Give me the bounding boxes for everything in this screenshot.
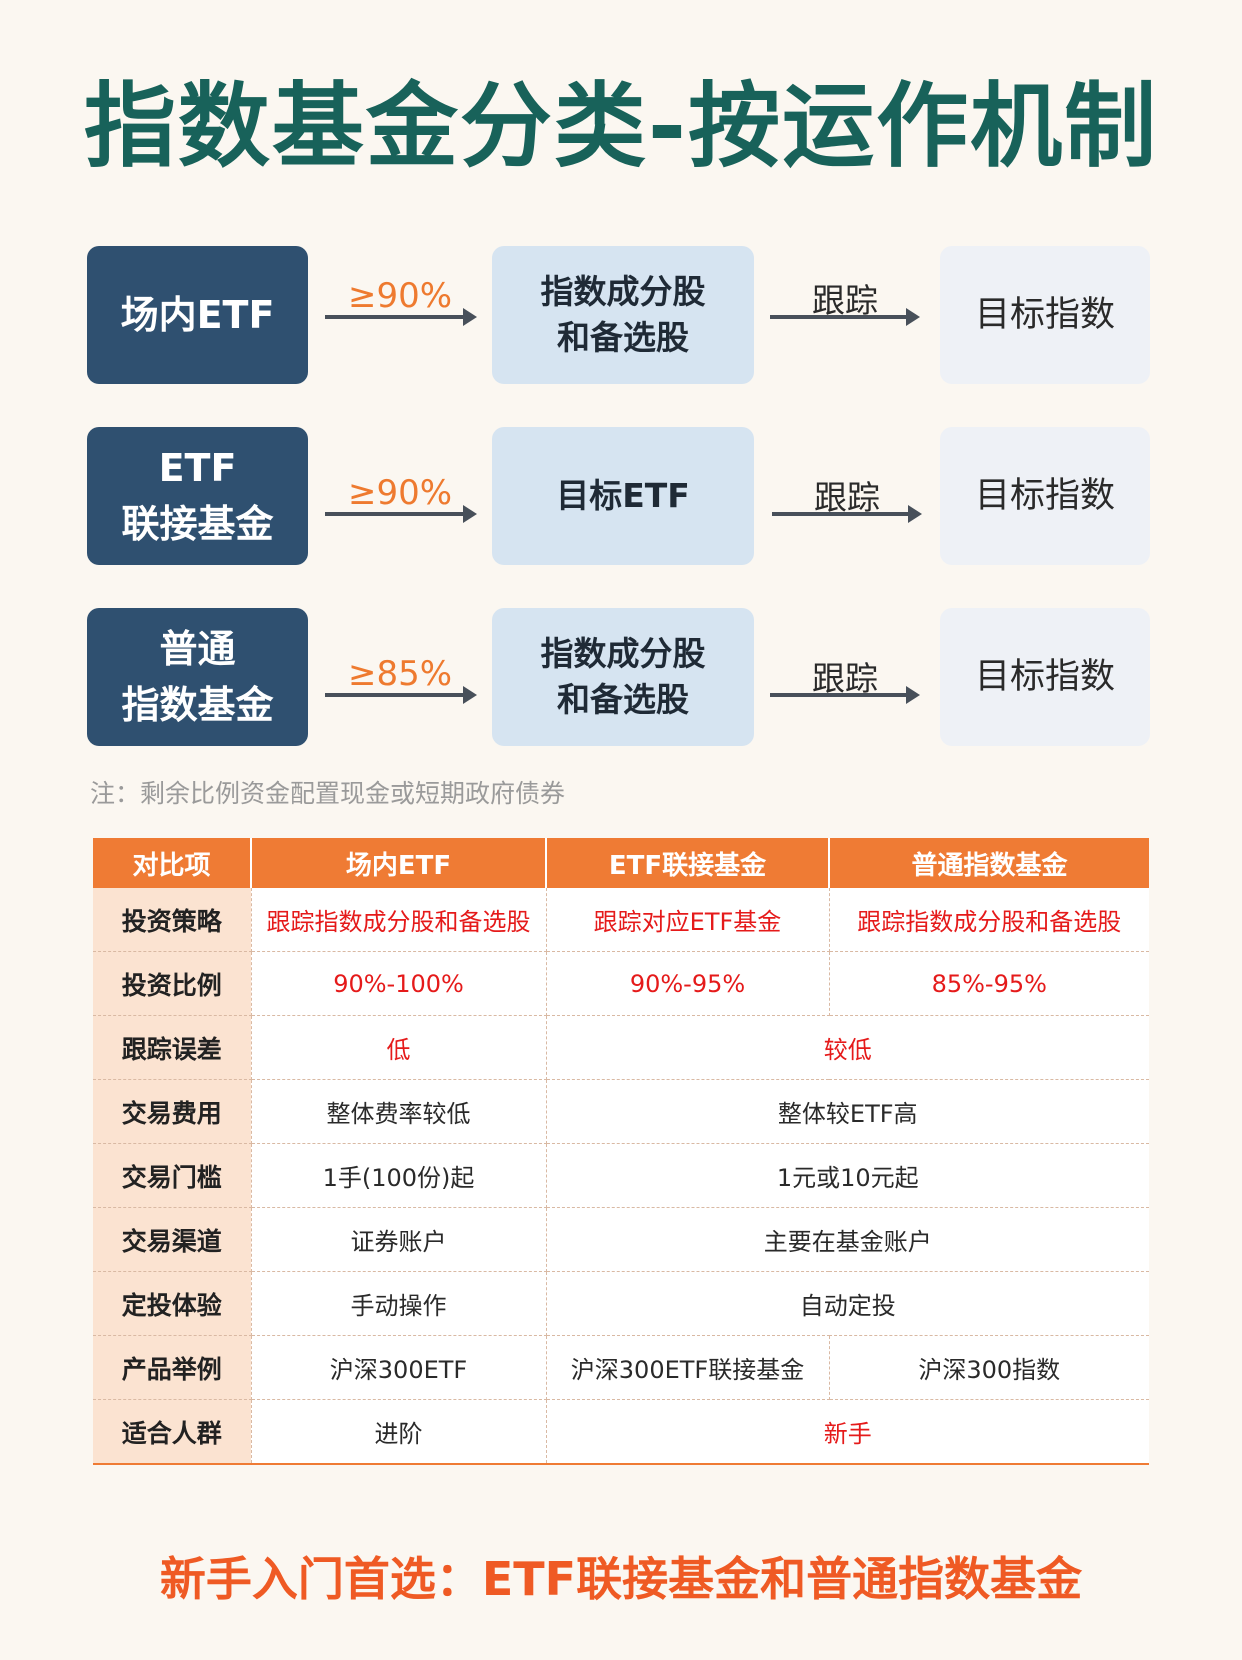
row-label: 跟踪误差 bbox=[93, 1015, 252, 1080]
table-cell: 进阶 bbox=[251, 1399, 547, 1465]
arrow-right-icon bbox=[770, 308, 920, 326]
holding-label: 指数成分股 和备选股 bbox=[540, 272, 706, 357]
track-label: 跟踪 bbox=[812, 281, 878, 320]
fund-type-label: 普通 指数基金 bbox=[121, 627, 274, 727]
fund-type-box: 场内ETF bbox=[87, 246, 308, 384]
table-row: 产品举例 沪深300ETF 沪深300ETF联接基金 沪深300指数 bbox=[93, 1335, 1149, 1400]
ratio-label: ≥90% bbox=[347, 276, 453, 316]
footer-recommendation: 新手入门首选：ETF联接基金和普通指数基金 bbox=[159, 1552, 1083, 1606]
row-label: 适合人群 bbox=[93, 1399, 252, 1465]
row-label: 定投体验 bbox=[93, 1271, 252, 1336]
table-row: 交易渠道 证券账户 主要在基金账户 bbox=[93, 1207, 1149, 1272]
target-box: 目标指数 bbox=[940, 608, 1150, 746]
table-cell: 1手(100份)起 bbox=[251, 1143, 547, 1208]
table-cell: 沪深300ETF bbox=[251, 1335, 547, 1400]
table-row: 交易门槛 1手(100份)起 1元或10元起 bbox=[93, 1143, 1149, 1208]
fund-type-box: ETF 联接基金 bbox=[87, 427, 308, 565]
target-label: 目标指数 bbox=[974, 295, 1115, 335]
arrow-right-icon bbox=[325, 686, 477, 704]
column-header: ETF联接基金 bbox=[546, 838, 830, 888]
table-header-row: 对比项 场内ETF ETF联接基金 普通指数基金 bbox=[93, 838, 1149, 888]
fund-type-label: 场内ETF bbox=[120, 293, 275, 337]
holding-label: 目标ETF bbox=[556, 476, 690, 515]
table-row: 投资策略 跟踪指数成分股和备选股 跟踪对应ETF基金 跟踪指数成分股和备选股 bbox=[93, 888, 1149, 952]
table-cell: 沪深300指数 bbox=[829, 1335, 1149, 1400]
table-row: 交易费用 整体费率较低 整体较ETF高 bbox=[93, 1079, 1149, 1144]
track-label: 跟踪 bbox=[812, 659, 878, 698]
table-cell: 1元或10元起 bbox=[546, 1143, 1149, 1208]
table-cell: 整体较ETF高 bbox=[546, 1079, 1149, 1144]
comparison-table: 对比项 场内ETF ETF联接基金 普通指数基金 投资策略 跟踪指数成分股和备选… bbox=[93, 838, 1149, 1465]
table-cell: 低 bbox=[251, 1015, 547, 1080]
holding-box: 目标ETF bbox=[492, 427, 754, 565]
table-cell: 90%-95% bbox=[546, 951, 830, 1016]
table-cell: 主要在基金账户 bbox=[546, 1207, 1149, 1272]
arrow-right-icon bbox=[325, 308, 477, 326]
table-cell: 证券账户 bbox=[251, 1207, 547, 1272]
table-row: 定投体验 手动操作 自动定投 bbox=[93, 1271, 1149, 1336]
ratio-label: ≥85% bbox=[347, 654, 453, 694]
row-label: 投资策略 bbox=[93, 888, 252, 952]
holding-box: 指数成分股 和备选股 bbox=[492, 608, 754, 746]
fund-type-label: ETF 联接基金 bbox=[121, 446, 274, 546]
table-row: 投资比例 90%-100% 90%-95% 85%-95% bbox=[93, 951, 1149, 1016]
page-title: 指数基金分类-按运作机制 bbox=[83, 73, 1159, 180]
table-cell: 90%-100% bbox=[251, 951, 547, 1016]
target-box: 目标指数 bbox=[940, 246, 1150, 384]
target-box: 目标指数 bbox=[940, 427, 1150, 565]
row-label: 交易渠道 bbox=[93, 1207, 252, 1272]
footnote: 注：剩余比例资金配置现金或短期政府债券 bbox=[90, 779, 566, 808]
flow-row-index-fund: 普通 指数基金 ≥85% 指数成分股 和备选股 跟踪 目标指数 bbox=[0, 608, 1242, 746]
table-cell: 新手 bbox=[546, 1399, 1149, 1465]
table-cell: 较低 bbox=[546, 1015, 1149, 1080]
column-header: 普通指数基金 bbox=[829, 838, 1149, 888]
column-header: 对比项 bbox=[93, 838, 252, 888]
table-cell: 手动操作 bbox=[251, 1271, 547, 1336]
fund-type-box: 普通 指数基金 bbox=[87, 608, 308, 746]
table-cell: 整体费率较低 bbox=[251, 1079, 547, 1144]
row-label: 交易费用 bbox=[93, 1079, 252, 1144]
table-cell: 跟踪对应ETF基金 bbox=[546, 888, 830, 952]
flow-row-onexchange-etf: 场内ETF ≥90% 指数成分股 和备选股 跟踪 目标指数 bbox=[0, 246, 1242, 384]
arrow-right-icon bbox=[325, 505, 477, 523]
row-label: 交易门槛 bbox=[93, 1143, 252, 1208]
table-cell: 跟踪指数成分股和备选股 bbox=[829, 888, 1149, 952]
holding-label: 指数成分股 和备选股 bbox=[540, 634, 706, 719]
target-label: 目标指数 bbox=[974, 657, 1115, 697]
arrow-right-icon bbox=[770, 686, 920, 704]
arrow-right-icon bbox=[772, 505, 922, 523]
table-row: 适合人群 进阶 新手 bbox=[93, 1399, 1149, 1465]
table-cell: 自动定投 bbox=[546, 1271, 1149, 1336]
table-cell: 沪深300ETF联接基金 bbox=[546, 1335, 830, 1400]
table-cell: 85%-95% bbox=[829, 951, 1149, 1016]
table-row: 跟踪误差 低 较低 bbox=[93, 1015, 1149, 1080]
flow-row-etf-feeder: ETF 联接基金 ≥90% 目标ETF 跟踪 目标指数 bbox=[0, 427, 1242, 565]
row-label: 投资比例 bbox=[93, 951, 252, 1016]
row-label: 产品举例 bbox=[93, 1335, 252, 1400]
ratio-label: ≥90% bbox=[347, 473, 453, 513]
column-header: 场内ETF bbox=[251, 838, 547, 888]
target-label: 目标指数 bbox=[974, 476, 1115, 516]
table-cell: 跟踪指数成分股和备选股 bbox=[251, 888, 547, 952]
holding-box: 指数成分股 和备选股 bbox=[492, 246, 754, 384]
track-label: 跟踪 bbox=[814, 478, 880, 517]
